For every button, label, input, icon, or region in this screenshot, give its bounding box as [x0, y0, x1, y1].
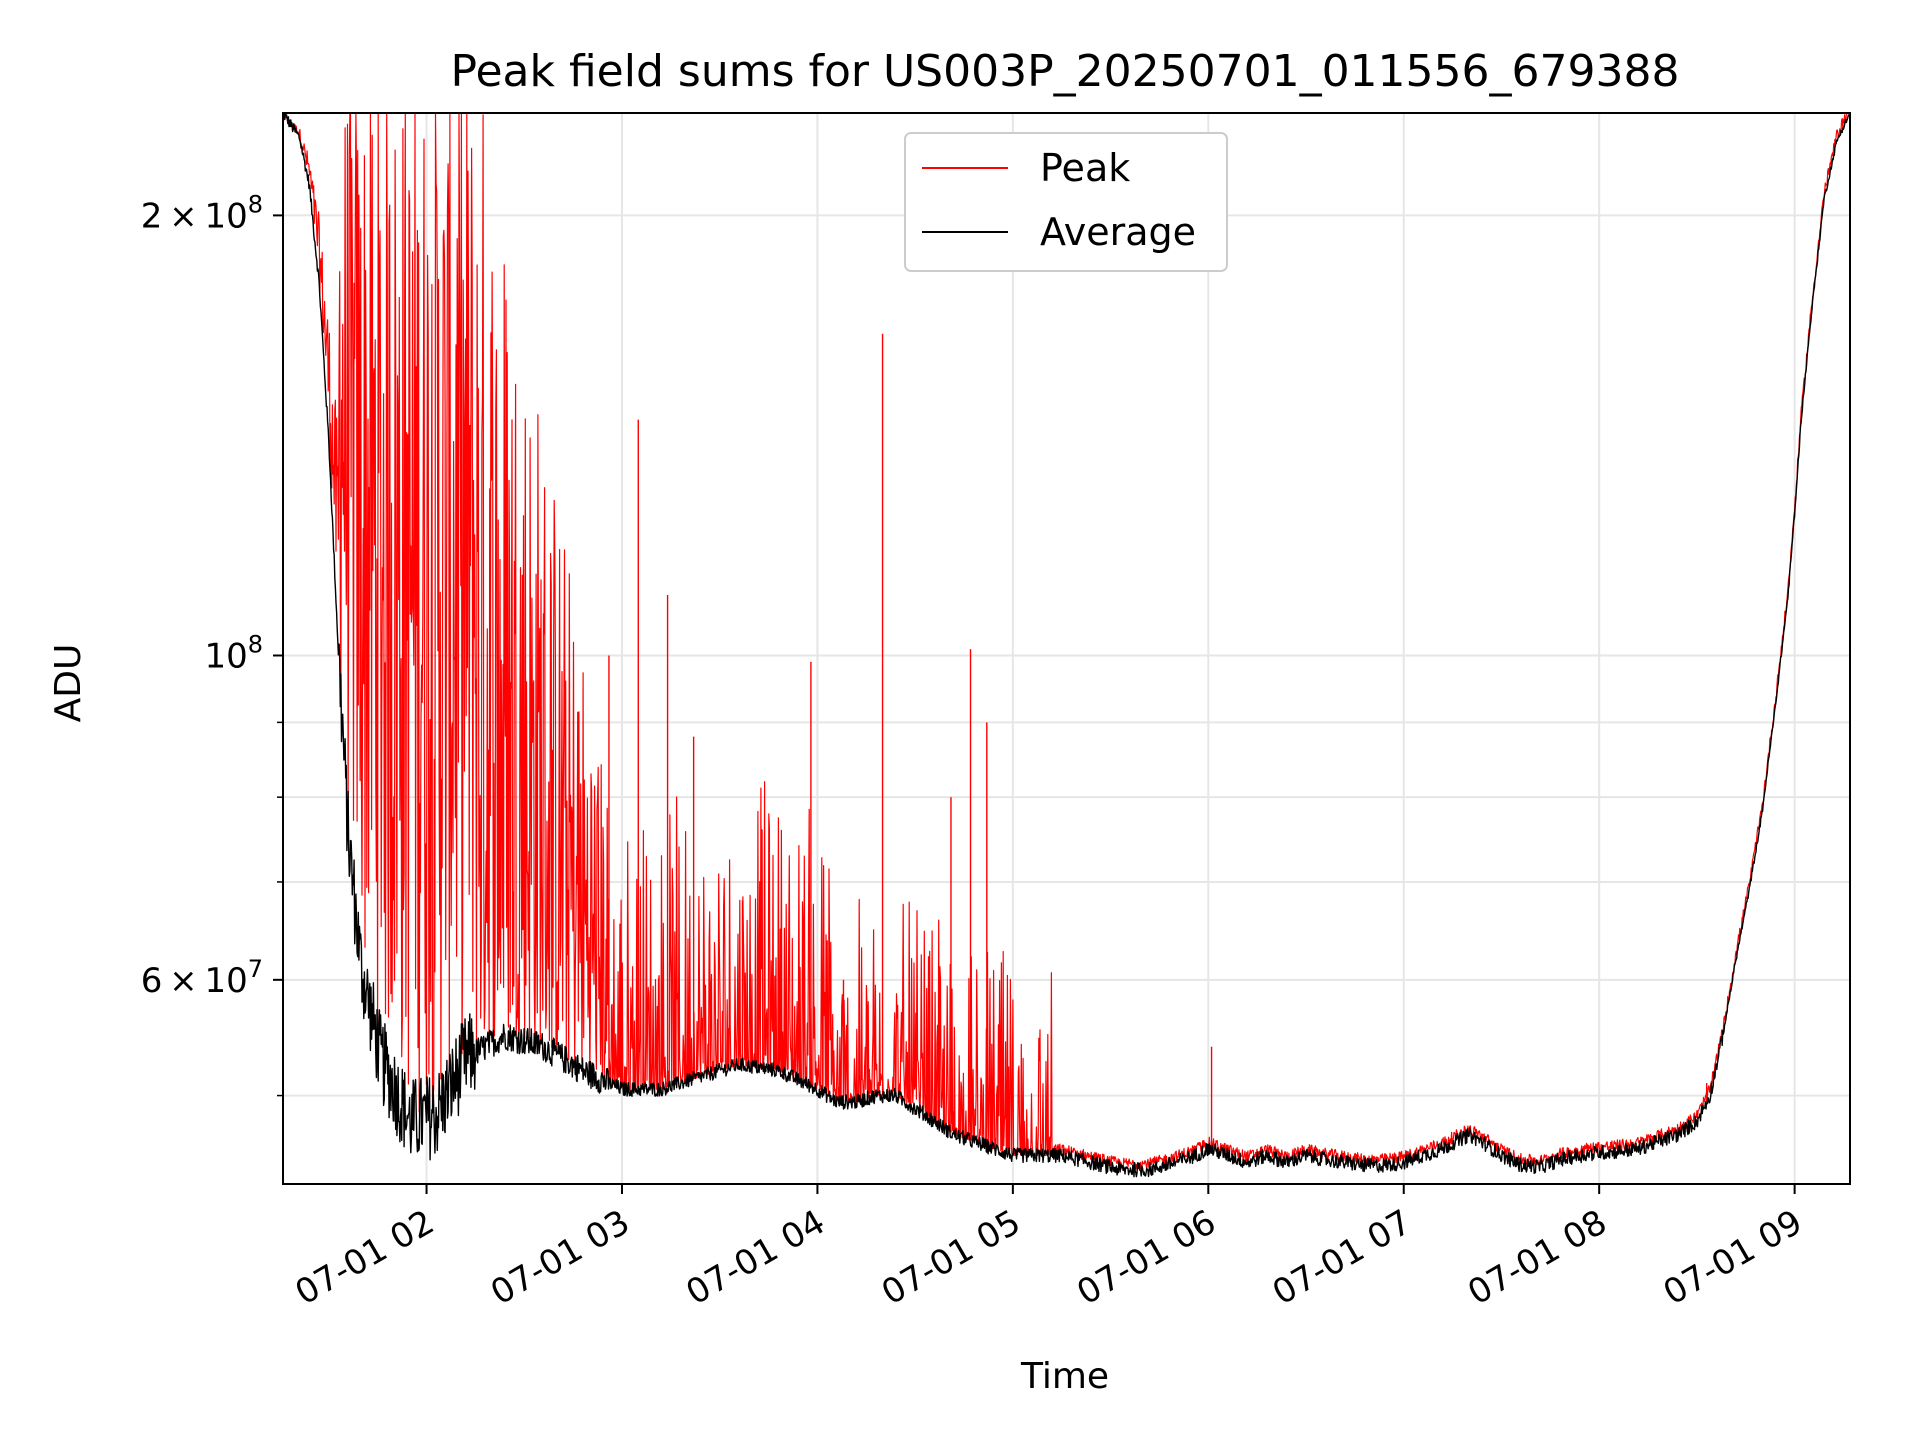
x-axis-label: Time: [1020, 1356, 1109, 1397]
legend-label-average: Average: [1040, 210, 1196, 254]
legend: Peak Average: [904, 132, 1228, 272]
series-peak: [282, 112, 1850, 1171]
series-average: [282, 112, 1851, 1178]
average-line: [282, 112, 1851, 1178]
legend-label-peak: Peak: [1040, 146, 1130, 190]
y-tick-label: 2 × 108: [141, 190, 263, 236]
chart-title: Peak field sums for US003P_20250701_0115…: [451, 46, 1680, 97]
y-axis-label: ADU: [48, 644, 89, 723]
grid: [283, 113, 1850, 1184]
plot-frame: [282, 112, 1851, 1185]
y-tick-label: 6 × 107: [141, 955, 263, 1001]
y-axis: 2 × 108 108 6 × 107: [141, 190, 283, 1097]
y-tick-label: 108: [204, 630, 263, 676]
